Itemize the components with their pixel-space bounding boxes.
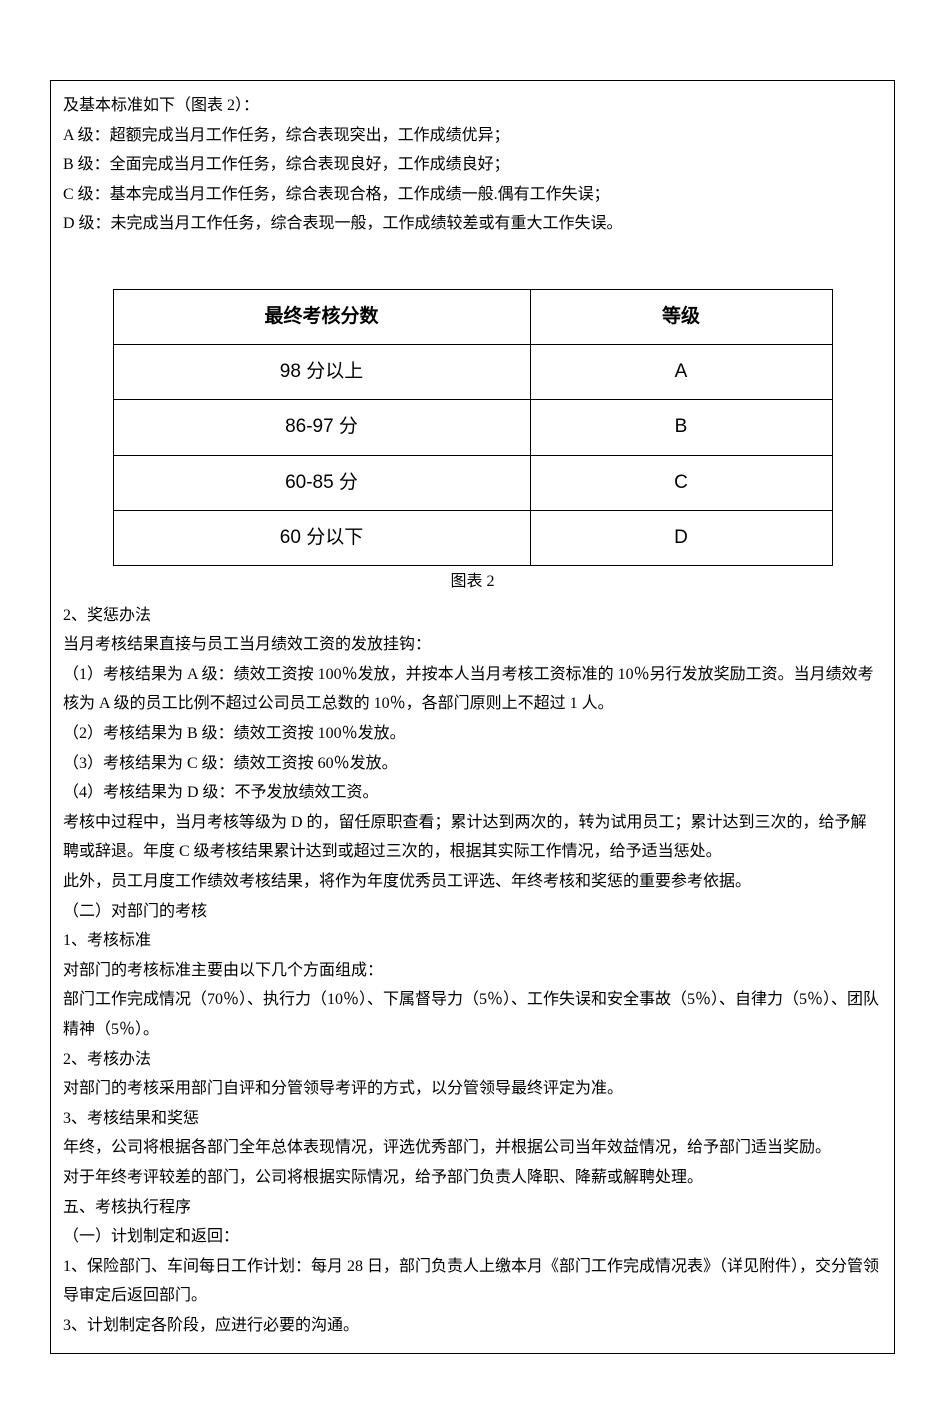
cell-score: 60-85 分 bbox=[113, 455, 530, 510]
procedure-item: 3、计划制定各阶段，应进行必要的沟通。 bbox=[63, 1311, 882, 1341]
dept-sub1: 1、考核标准 bbox=[63, 926, 882, 956]
procedure-item: 1、保险部门、车间每日工作计划：每月 28 日，部门负责人上缴本月《部门工作完成… bbox=[63, 1252, 882, 1311]
reward-item-a: （1）考核结果为 A 级：绩效工资按 100％发放，并按本人当月考核工资标准的 … bbox=[63, 660, 882, 719]
cell-score: 86-97 分 bbox=[113, 400, 530, 455]
grade-d-description: D 级：未完成当月工作任务，综合表现一般，工作成绩较差或有重大工作失误。 bbox=[63, 209, 882, 239]
procedure-sub1: （一）计划制定和返回： bbox=[63, 1222, 882, 1252]
reward-heading: 2、奖惩办法 bbox=[63, 601, 882, 631]
dept-sub1-line: 部门工作完成情况（70％）、执行力（10％）、下属督导力（5％）、工作失误和安全… bbox=[63, 985, 882, 1044]
grade-table: 最终考核分数 等级 98 分以上 A 86-97 分 B 60-85 分 C bbox=[113, 289, 833, 566]
header-score: 最终考核分数 bbox=[113, 289, 530, 344]
procedure-heading: 五、考核执行程序 bbox=[63, 1193, 882, 1223]
reward-line: 当月考核结果直接与员工当月绩效工资的发放挂钩： bbox=[63, 630, 882, 660]
table-caption: 图表 2 bbox=[63, 568, 882, 597]
cell-grade: C bbox=[530, 455, 832, 510]
cell-grade: B bbox=[530, 400, 832, 455]
dept-sub3-line: 对于年终考评较差的部门，公司将根据实际情况，给予部门负责人降职、降薪或解聘处理。 bbox=[63, 1163, 882, 1193]
grade-a-description: A 级：超额完成当月工作任务，综合表现突出，工作成绩优异； bbox=[63, 121, 882, 151]
table-row: 98 分以上 A bbox=[113, 345, 832, 400]
table-row: 60 分以下 D bbox=[113, 510, 832, 565]
dept-sub1-line: 对部门的考核标准主要由以下几个方面组成： bbox=[63, 956, 882, 986]
cell-score: 98 分以上 bbox=[113, 345, 530, 400]
cell-grade: A bbox=[530, 345, 832, 400]
table-header-row: 最终考核分数 等级 bbox=[113, 289, 832, 344]
reward-item-b: （2）考核结果为 B 级：绩效工资按 100％发放。 bbox=[63, 719, 882, 749]
reward-paragraph: 考核中过程中，当月考核等级为 D 的，留任原职查看；累计达到两次的，转为试用员工… bbox=[63, 808, 882, 867]
table-row: 60-85 分 C bbox=[113, 455, 832, 510]
table-row: 86-97 分 B bbox=[113, 400, 832, 455]
dept-sub2-line: 对部门的考核采用部门自评和分管领导考评的方式，以分管领导最终评定为准。 bbox=[63, 1074, 882, 1104]
dept-heading: （二）对部门的考核 bbox=[63, 897, 882, 927]
cell-grade: D bbox=[530, 510, 832, 565]
cell-score: 60 分以下 bbox=[113, 510, 530, 565]
grade-c-description: C 级：基本完成当月工作任务，综合表现合格，工作成绩一般.偶有工作失误； bbox=[63, 180, 882, 210]
reward-paragraph: 此外，员工月度工作绩效考核结果，将作为年度优秀员工评选、年终考核和奖惩的重要参考… bbox=[63, 867, 882, 897]
header-grade: 等级 bbox=[530, 289, 832, 344]
dept-sub3: 3、考核结果和奖惩 bbox=[63, 1104, 882, 1134]
content-box: 及基本标准如下（图表 2）： A 级：超额完成当月工作任务，综合表现突出，工作成… bbox=[50, 80, 895, 1354]
dept-sub2: 2、考核办法 bbox=[63, 1045, 882, 1075]
reward-item-c: （3）考核结果为 C 级：绩效工资按 60％发放。 bbox=[63, 749, 882, 779]
intro-line: 及基本标准如下（图表 2）： bbox=[63, 91, 882, 121]
dept-sub3-line: 年终，公司将根据各部门全年总体表现情况，评选优秀部门，并根据公司当年效益情况，给… bbox=[63, 1133, 882, 1163]
reward-item-d: （4）考核结果为 D 级：不予发放绩效工资。 bbox=[63, 778, 882, 808]
grade-b-description: B 级：全面完成当月工作任务，综合表现良好，工作成绩良好； bbox=[63, 150, 882, 180]
document-page: 及基本标准如下（图表 2）： A 级：超额完成当月工作任务，综合表现突出，工作成… bbox=[0, 20, 945, 1394]
